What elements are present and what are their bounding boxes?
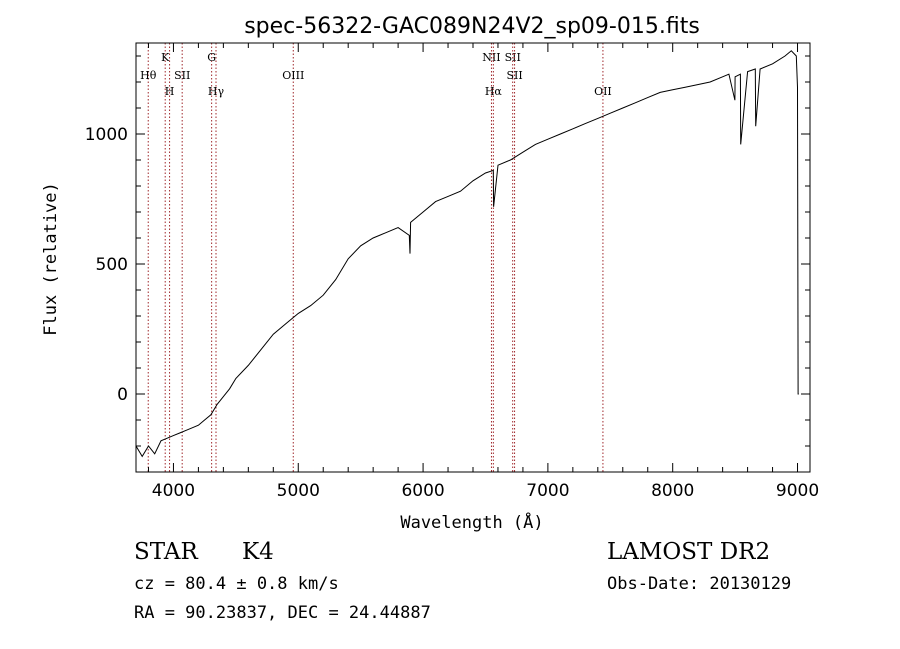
line-label-11: OII (594, 85, 612, 98)
plot-frame (135, 42, 811, 473)
x-tick-label: 4000 (152, 481, 195, 501)
coordinates: RA = 90.23837, DEC = 24.44887 (134, 603, 431, 623)
line-label-3: SII (174, 69, 190, 82)
line-label-4: G (207, 51, 216, 64)
object-class: STAR (134, 539, 198, 565)
line-label-1: K (161, 51, 170, 64)
x-axis-label: Wavelength (Å) (400, 511, 543, 533)
object-subclass: K4 (242, 539, 274, 565)
line-label-9: SII (505, 51, 521, 64)
line-label-7: NII (482, 51, 500, 64)
redshift-velocity: cz = 80.4 ± 0.8 km/s (134, 574, 339, 594)
survey-release: LAMOST DR2 (607, 539, 771, 565)
y-axis-label: Flux (relative) (41, 182, 61, 336)
line-label-6: OIII (282, 69, 304, 82)
line-label-0: Hθ (140, 69, 157, 82)
y-tick-label: 1000 (85, 125, 128, 145)
x-tick-label: 6000 (401, 481, 444, 501)
y-tick-label: 500 (96, 255, 128, 275)
chart-title: spec-56322-GAC089N24V2_sp09-015.fits (244, 14, 700, 39)
x-tick-label: 9000 (776, 481, 819, 501)
line-label-10: SII (506, 69, 522, 82)
observation-date: Obs-Date: 20130129 (607, 574, 792, 594)
y-tick-label: 0 (117, 385, 128, 405)
axis-ticks: 4000 5000 6000 7000 8000 9000 0 500 1000 (85, 43, 819, 501)
spectrum-line (135, 50, 799, 458)
x-tick-label: 7000 (526, 481, 569, 501)
x-tick-label: 8000 (651, 481, 694, 501)
line-label-5: Hγ (208, 85, 225, 98)
line-label-8: Hα (485, 85, 503, 98)
x-tick-label: 5000 (277, 481, 320, 501)
spectrum-chart: spec-56322-GAC089N24V2_sp09-015.fits Hθ K… (41, 14, 819, 533)
line-label-2: H (165, 85, 175, 98)
